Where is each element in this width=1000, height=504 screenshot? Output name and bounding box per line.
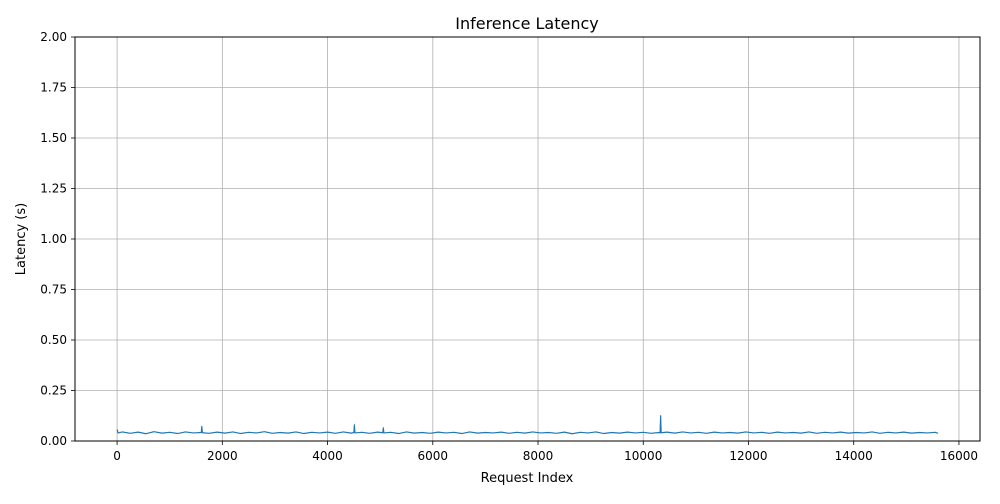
y-tick-label: 0.50 — [40, 333, 67, 347]
x-axis-label: Request Index — [481, 471, 574, 486]
y-tick-label: 1.50 — [40, 131, 67, 145]
x-tick-label: 14000 — [835, 449, 873, 463]
x-tick-label: 8000 — [523, 449, 554, 463]
x-tick-label: 4000 — [312, 449, 343, 463]
y-tick-label: 0.00 — [40, 434, 67, 448]
x-tick-label: 12000 — [729, 449, 767, 463]
y-tick-label: 1.75 — [40, 81, 67, 95]
y-tick-label: 0.25 — [40, 384, 67, 398]
x-tick-label: 10000 — [624, 449, 662, 463]
x-tick-label: 6000 — [418, 449, 449, 463]
x-axis: 0 2000 4000 6000 8000 10000 12000 14000 16000 — [113, 441, 978, 463]
y-axis-label: Latency (s) — [14, 203, 29, 275]
series-line-0 — [116, 415, 939, 435]
y-tick-label: 1.25 — [40, 182, 67, 196]
y-tick-label: 2.00 — [40, 30, 67, 44]
chart-title: Inference Latency — [455, 14, 599, 33]
x-tick-label: 2000 — [207, 449, 238, 463]
series-layer — [116, 415, 939, 435]
x-tick-label: 16000 — [940, 449, 978, 463]
y-axis: 0.00 0.25 0.50 0.75 1.00 1.25 1.50 1.75 2.00 — [40, 30, 75, 448]
y-tick-label: 0.75 — [40, 283, 67, 297]
x-tick-label: 0 — [113, 449, 121, 463]
y-tick-label: 1.00 — [40, 232, 67, 246]
grid — [75, 36, 980, 442]
